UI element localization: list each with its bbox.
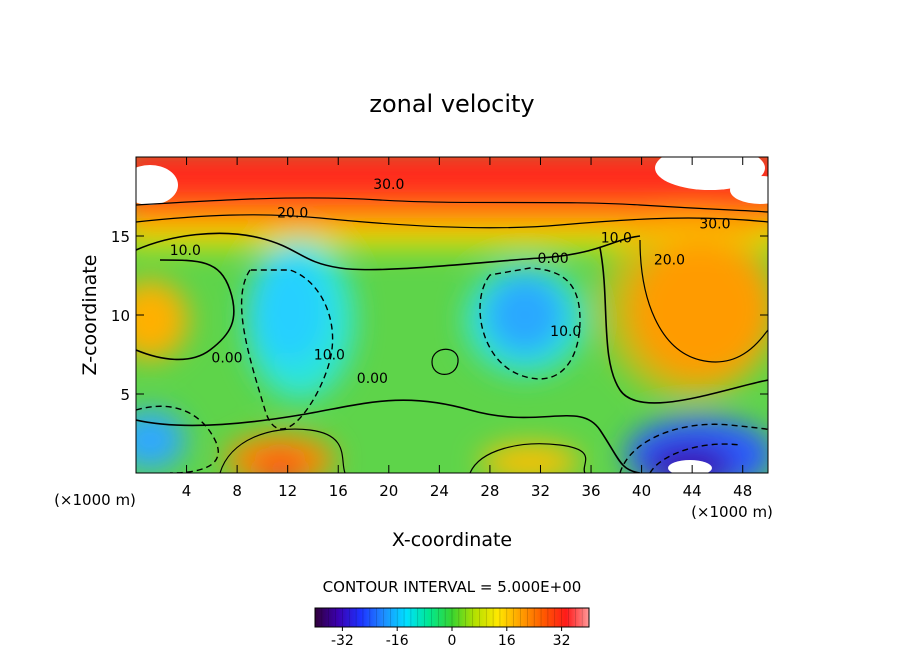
x-tick-label: 8 — [232, 482, 242, 500]
contour-line — [136, 214, 768, 229]
x-tick-label: 24 — [430, 482, 449, 500]
y-tick-label: 15 — [111, 228, 130, 246]
contour-label: 10.0 — [170, 243, 201, 259]
contour-label: 20.0 — [654, 253, 685, 269]
contour-line — [136, 232, 641, 271]
x-tick-label: 36 — [581, 482, 600, 500]
contour-label: 0.00 — [538, 251, 569, 267]
x-tick-label: 12 — [278, 482, 297, 500]
contour-label: 10.0 — [314, 348, 345, 364]
x-axis-label: X-coordinate — [392, 529, 512, 551]
x-tick-label: 16 — [329, 482, 348, 500]
y-tick-label: 10 — [111, 307, 130, 325]
contour-label: 0.00 — [211, 351, 242, 367]
contour-label: 10.0 — [550, 324, 581, 340]
x-tick-label: 48 — [733, 482, 752, 500]
chart-title: zonal velocity — [369, 90, 534, 118]
x-tick-label: 4 — [182, 482, 192, 500]
x-axis: 4 8 12 16 20 24 28 32 36 40 44 48 — [182, 157, 752, 500]
x-unit-label-left: (×1000 m) — [54, 491, 136, 509]
contour-line — [431, 348, 459, 375]
contour-line — [136, 197, 768, 213]
y-axis: 5 10 15 — [111, 228, 768, 404]
contour-interval: CONTOUR INTERVAL = 5.000E+00 — [323, 578, 582, 596]
contour-line — [136, 405, 219, 473]
contour-line — [479, 267, 581, 380]
y-axis-label: Z-coordinate — [79, 255, 101, 376]
colorbar: -32 -16 0 16 32 — [314, 607, 590, 649]
contour-line — [599, 247, 768, 404]
contour-line — [639, 239, 768, 363]
y-tick-label: 5 — [120, 386, 130, 404]
x-tick-label: 32 — [531, 482, 550, 500]
contour-label: 30.0 — [373, 177, 404, 193]
contour-label: 20.0 — [277, 205, 308, 221]
contour-line — [469, 443, 587, 473]
contour-field — [136, 157, 768, 473]
contour-label: 0.00 — [357, 371, 388, 387]
contour-line — [219, 428, 346, 473]
contour-label: 30.0 — [699, 216, 730, 232]
contour-line — [619, 423, 768, 473]
contour-line — [136, 259, 235, 361]
contour-line — [649, 443, 741, 473]
x-tick-label: 40 — [632, 482, 651, 500]
colorbar-tick-label: 0 — [448, 633, 457, 649]
colorbar-tick-label: -16 — [386, 633, 409, 649]
x-tick-label: 44 — [683, 482, 702, 500]
colorbar-tick-label: -32 — [331, 633, 354, 649]
contour-labels: 30.0 20.0 10.0 30.0 10.0 20.0 0.00 0.00 10.0 0.00… — [170, 177, 731, 387]
contour-label: 10.0 — [601, 231, 632, 247]
colorbar-tick-label: 16 — [498, 633, 516, 649]
x-tick-label: 20 — [379, 482, 398, 500]
contour-line — [240, 269, 334, 430]
x-tick-label: 28 — [480, 482, 499, 500]
colorbar-tick-label: 32 — [553, 633, 571, 649]
contour-line — [136, 399, 641, 473]
x-unit-label-right: (×1000 m) — [691, 503, 773, 521]
